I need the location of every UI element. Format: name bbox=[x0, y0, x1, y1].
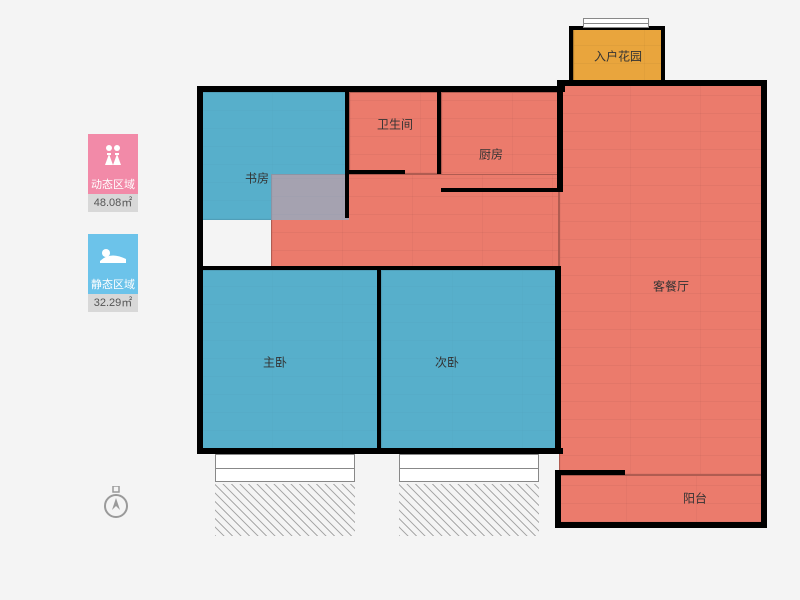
wall bbox=[555, 268, 561, 450]
wall bbox=[555, 522, 767, 528]
wall bbox=[345, 88, 349, 218]
legend: 动态区域 48.08㎡ 静态区域 32.29㎡ bbox=[88, 134, 138, 334]
wall bbox=[555, 470, 625, 475]
room-label-balcony: 阳台 bbox=[683, 490, 707, 507]
wall bbox=[377, 268, 381, 450]
wall bbox=[555, 470, 561, 526]
room-master bbox=[201, 270, 381, 450]
hatch bbox=[215, 484, 355, 536]
legend-item-static: 静态区域 32.29㎡ bbox=[88, 234, 138, 312]
wall bbox=[661, 26, 665, 84]
wall bbox=[761, 80, 767, 528]
room-label-living: 客餐厅 bbox=[653, 278, 689, 295]
room-balcony bbox=[555, 475, 763, 523]
legend-label-static: 静态区域 bbox=[88, 276, 138, 294]
wall bbox=[197, 86, 203, 454]
compass-icon bbox=[102, 486, 130, 525]
hatch bbox=[399, 484, 539, 536]
room-bath bbox=[349, 92, 441, 174]
legend-item-dynamic: 动态区域 48.08㎡ bbox=[88, 134, 138, 212]
wall bbox=[441, 188, 561, 192]
window bbox=[215, 454, 355, 482]
legend-label-dynamic: 动态区域 bbox=[88, 176, 138, 194]
room-label-kitchen: 厨房 bbox=[479, 146, 503, 163]
sleep-icon bbox=[88, 234, 138, 276]
legend-value-dynamic: 48.08㎡ bbox=[88, 194, 138, 212]
people-icon bbox=[88, 134, 138, 176]
wall bbox=[197, 86, 565, 92]
window bbox=[399, 454, 539, 482]
wall bbox=[437, 88, 441, 174]
room-label-study: 书房 bbox=[245, 170, 269, 187]
wall bbox=[557, 80, 563, 192]
room-label-yard: 入户花园 bbox=[594, 48, 642, 65]
room-second bbox=[381, 270, 559, 450]
window bbox=[583, 18, 649, 28]
room-label-master: 主卧 bbox=[263, 354, 287, 371]
wall bbox=[349, 170, 405, 174]
legend-value-static: 32.29㎡ bbox=[88, 294, 138, 312]
room-label-second: 次卧 bbox=[435, 354, 459, 371]
room-label-bath: 卫生间 bbox=[377, 116, 413, 133]
wall bbox=[199, 266, 561, 270]
floor-plan: 入户花园书房 卫生间厨房客餐厅主卧 次卧阳台 bbox=[185, 18, 780, 578]
wall bbox=[569, 26, 573, 84]
